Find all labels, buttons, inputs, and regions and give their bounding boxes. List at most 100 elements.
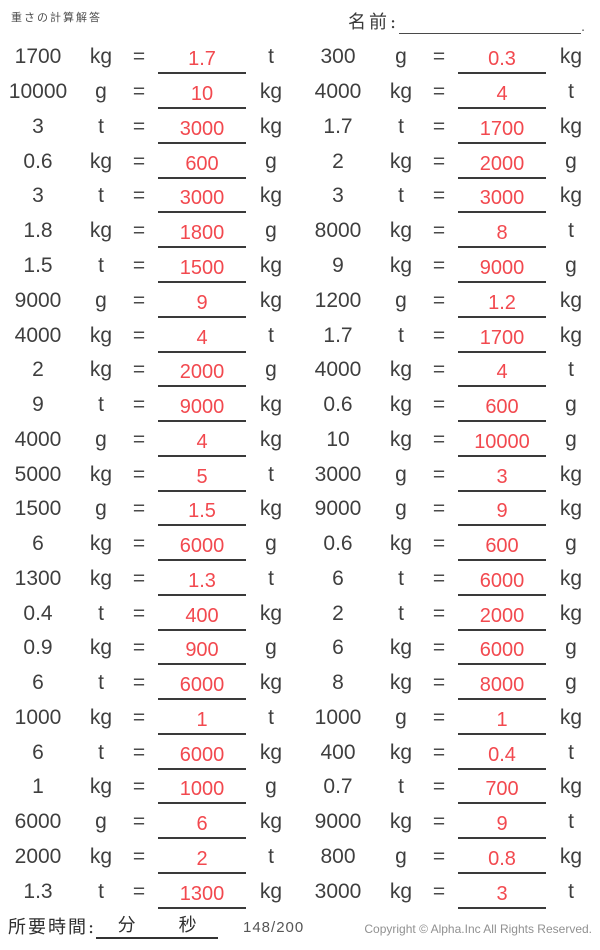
problem-unit-from: g (95, 288, 107, 312)
problem-unit-from: kg (89, 705, 113, 729)
problem-row: 1.7 t = 1700 kg (300, 318, 598, 353)
problem-unit-to: kg (259, 184, 283, 208)
copyright-notice: Copyright © Alpha.Inc All Rights Reserve… (364, 922, 592, 936)
problem-unit-to: kg (259, 427, 283, 451)
footer: 所要時間: 分秒 148/200 Copyright © Alpha.Inc Al… (0, 911, 600, 945)
problem-unit-from: t (398, 323, 404, 347)
problem-answer: 1000 (158, 776, 246, 805)
problem-value: 3 (32, 114, 44, 138)
problem-value: 5000 (14, 462, 62, 486)
problem-unit-to: kg (259, 810, 283, 834)
problem-row: 1.5 t = 1500 kg (0, 249, 300, 284)
problem-unit-to: kg (559, 114, 583, 138)
problem-row: 6 t = 6000 kg (0, 735, 300, 770)
problem-unit-from: kg (89, 358, 113, 382)
problem-unit-from: t (98, 393, 104, 417)
problem-answer: 8 (458, 220, 546, 249)
problem-unit-to: kg (259, 393, 283, 417)
problem-answer: 0.8 (458, 846, 546, 874)
problem-row: 0.6 kg = 600 g (300, 388, 598, 423)
problem-unit-to: kg (259, 601, 283, 625)
problem-unit-from: g (95, 427, 107, 451)
name-label: 名前: (348, 12, 400, 33)
equals-sign: = (432, 844, 446, 868)
equals-sign: = (132, 80, 146, 104)
problem-value: 0.6 (323, 393, 353, 417)
equals-sign: = (132, 671, 146, 695)
problem-unit-from: g (95, 80, 107, 104)
problem-row: 1000 g = 1 kg (300, 701, 598, 736)
problem-unit-to: kg (559, 601, 583, 625)
problem-unit-to: g (265, 636, 277, 660)
problem-answer: 10000 (458, 429, 546, 457)
equals-sign: = (432, 705, 446, 729)
problem-value: 400 (320, 740, 356, 764)
equals-sign: = (132, 532, 146, 556)
problem-unit-from: t (98, 184, 104, 208)
equals-sign: = (132, 45, 146, 69)
equals-sign: = (132, 253, 146, 277)
problem-answer: 5 (158, 464, 246, 492)
problem-unit-to: kg (559, 497, 583, 521)
problem-answer: 9000 (458, 255, 546, 283)
problem-value: 2 (332, 149, 344, 173)
name-field: 名前:. (348, 8, 585, 34)
problem-unit-to: g (265, 775, 277, 799)
name-line-period: . (581, 20, 585, 34)
problem-unit-to: t (268, 844, 274, 868)
problem-value: 6000 (14, 810, 62, 834)
problem-value: 1.7 (323, 323, 353, 347)
problem-value: 4000 (14, 427, 62, 451)
problem-row: 4000 kg = 4 t (300, 75, 598, 110)
problem-value: 1200 (314, 288, 362, 312)
problem-unit-to: t (268, 566, 274, 590)
problem-row: 6 kg = 6000 g (300, 631, 598, 666)
problem-row: 300 g = 0.3 kg (300, 40, 598, 75)
problem-value: 9 (332, 253, 344, 277)
problem-row: 4000 kg = 4 t (0, 318, 300, 353)
problem-answer: 1.5 (158, 498, 246, 527)
problem-answer: 400 (158, 603, 246, 631)
problem-unit-from: t (98, 114, 104, 138)
problem-unit-from: kg (89, 45, 113, 69)
problem-row: 3 t = 3000 kg (0, 110, 300, 145)
problem-row: 9 t = 9000 kg (0, 388, 300, 423)
problem-unit-from: kg (89, 323, 113, 347)
seconds-label: 秒 (178, 915, 197, 936)
problem-unit-to: kg (259, 288, 283, 312)
problem-unit-to: g (565, 253, 577, 277)
problem-row: 6 kg = 6000 g (0, 527, 300, 562)
problem-row: 1.7 t = 1700 kg (300, 110, 598, 145)
problem-value: 1700 (14, 45, 62, 69)
problem-value: 0.9 (23, 636, 53, 660)
problem-unit-from: g (395, 844, 407, 868)
problem-row: 6 t = 6000 kg (0, 666, 300, 701)
problem-row: 0.6 kg = 600 g (300, 527, 598, 562)
problem-value: 3000 (314, 462, 362, 486)
equals-sign: = (432, 219, 446, 243)
problems-grid: 1700 kg = 1.7 t 10000 g = 10 kg 3 t = 30… (0, 40, 600, 909)
problem-unit-from: t (398, 566, 404, 590)
problem-row: 6000 g = 6 kg (0, 805, 300, 840)
problem-value: 1000 (14, 705, 62, 729)
equals-sign: = (432, 671, 446, 695)
problem-unit-from: kg (389, 740, 413, 764)
problem-answer: 9 (458, 811, 546, 840)
problem-unit-to: g (565, 393, 577, 417)
problem-answer: 1 (158, 707, 246, 735)
problem-unit-to: kg (259, 879, 283, 903)
problem-unit-to: g (265, 219, 277, 243)
problem-answer: 6000 (458, 568, 546, 596)
problem-value: 6 (332, 636, 344, 660)
problem-unit-from: kg (389, 671, 413, 695)
problem-unit-to: t (268, 323, 274, 347)
problem-unit-to: g (565, 532, 577, 556)
problem-unit-from: t (398, 184, 404, 208)
problem-answer: 1.2 (458, 290, 546, 318)
problem-answer: 600 (158, 151, 246, 179)
problem-unit-to: g (565, 671, 577, 695)
equals-sign: = (432, 358, 446, 382)
problem-unit-to: g (265, 358, 277, 382)
equals-sign: = (432, 879, 446, 903)
equals-sign: = (132, 184, 146, 208)
